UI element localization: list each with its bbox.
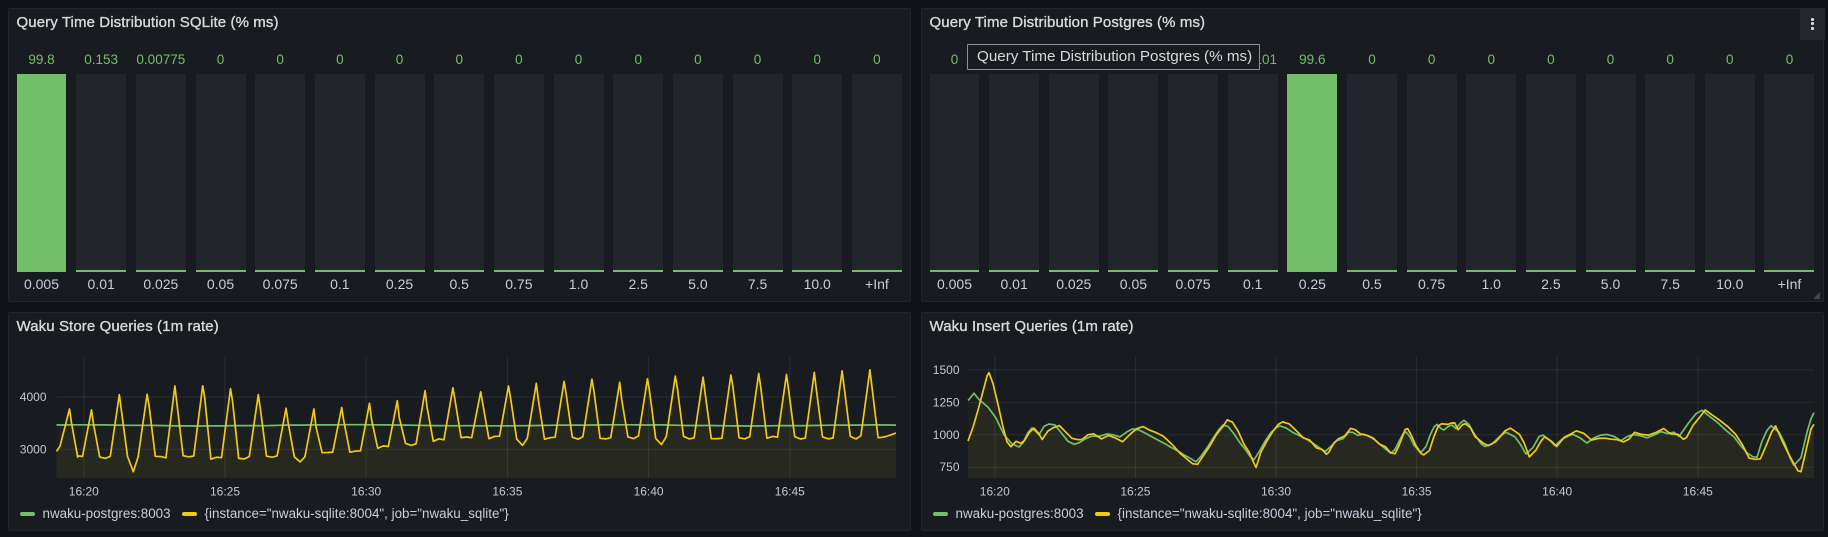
svg-text:16:35: 16:35 xyxy=(492,484,522,498)
svg-text:3000: 3000 xyxy=(19,442,46,456)
svg-text:1000: 1000 xyxy=(932,427,959,441)
svg-text:16:40: 16:40 xyxy=(1542,484,1572,498)
svg-text:16:45: 16:45 xyxy=(1682,484,1712,498)
svg-text:16:40: 16:40 xyxy=(633,484,663,498)
svg-text:16:35: 16:35 xyxy=(1401,484,1431,498)
svg-text:4000: 4000 xyxy=(19,390,46,404)
svg-text:750: 750 xyxy=(939,460,959,474)
svg-text:16:30: 16:30 xyxy=(351,484,381,498)
svg-text:16:20: 16:20 xyxy=(979,484,1009,498)
svg-text:16:45: 16:45 xyxy=(774,484,804,498)
svg-text:16:25: 16:25 xyxy=(209,484,239,498)
svg-text:16:20: 16:20 xyxy=(68,484,98,498)
svg-text:1250: 1250 xyxy=(932,395,959,409)
svg-text:16:30: 16:30 xyxy=(1260,484,1290,498)
svg-text:1500: 1500 xyxy=(932,363,959,377)
svg-text:16:25: 16:25 xyxy=(1120,484,1150,498)
